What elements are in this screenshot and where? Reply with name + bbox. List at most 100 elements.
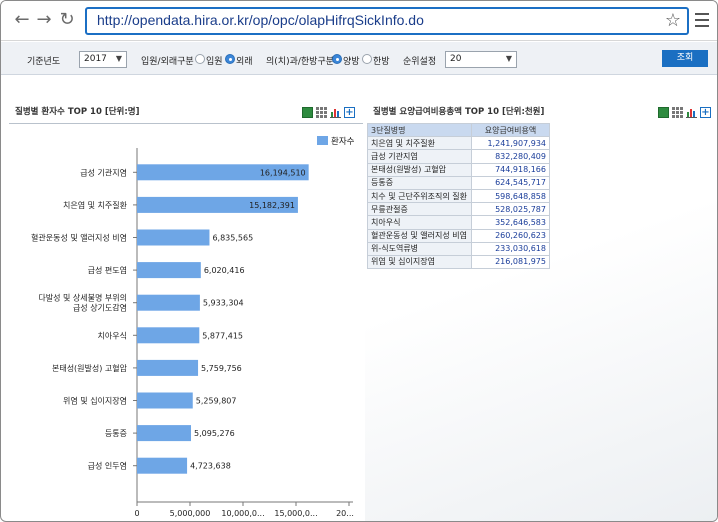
- table-row: 혈관운동성 및 앨러지성 비염 260,260,623: [367, 228, 550, 243]
- chart-plot-area: 16,194,510 급성 기관지염 15,182,391 치은염 및 치주질환 6,8…: [31, 148, 354, 518]
- category-label: 혈관운동성 및 앨러지성 비염: [31, 233, 127, 243]
- category-label: 등통증: [105, 429, 127, 438]
- patient-count-bar-chart: 환자수 16,194,510 급성 기관지염 15,182,391 치은염 및 치주질…: [31, 136, 355, 518]
- radio-western[interactable]: [332, 54, 342, 64]
- bar-value-label: 15,182,391: [249, 201, 295, 210]
- right-panel-tools: +: [655, 107, 711, 119]
- table-row: 급성 기관지염 832,280,409: [367, 149, 550, 164]
- category-label: 급성 기관지염: [80, 167, 127, 177]
- search-button[interactable]: 조회: [662, 50, 708, 67]
- url-text: http://opendata.hira.or.kr/op/opc/olapHi…: [97, 12, 424, 28]
- grid-view-icon[interactable]: [672, 107, 683, 118]
- bar[interactable]: [137, 359, 199, 376]
- rank-select-value: 20: [450, 54, 462, 64]
- category-label: 치아우식: [98, 330, 127, 340]
- disease-name-cell: 위염 및 십이지장염: [367, 254, 472, 270]
- excel-export-icon[interactable]: [302, 107, 313, 118]
- table-row: 치수 및 근단주위조직의 질환 598,648,858: [367, 188, 550, 204]
- disease-name-cell: 본태성(원발성) 고혈압: [367, 162, 472, 177]
- browser-toolbar: ← → ↻ http://opendata.hira.or.kr/op/opc/…: [1, 1, 717, 41]
- column-header-cost: 요양급여비용액: [471, 122, 550, 138]
- bar-value-label: 5,759,756: [201, 364, 242, 373]
- bar[interactable]: [137, 164, 309, 181]
- year-select[interactable]: 2017 ▼: [79, 51, 127, 68]
- chart-panel: 환자수 16,194,510 급성 기관지염 15,182,391 치은염 및 치주질…: [9, 123, 363, 519]
- cost-value-cell: 624,545,717: [471, 175, 550, 190]
- grid-view-icon[interactable]: [316, 107, 327, 118]
- bar-value-label: 5,877,415: [202, 331, 243, 340]
- reload-icon[interactable]: ↻: [59, 9, 75, 30]
- bar[interactable]: [137, 327, 200, 344]
- x-tick-label: 20...: [336, 509, 354, 518]
- right-panel-title: 질병별 요양급여비용총액 TOP 10 [단위:천원]: [373, 107, 545, 117]
- disease-name-cell: 혈관운동성 및 앨러지성 비염: [367, 228, 472, 243]
- bar[interactable]: [137, 294, 200, 311]
- disease-name-cell: 무릎관절증: [367, 202, 472, 217]
- bar[interactable]: [137, 392, 193, 409]
- x-tick-label: 15,000,0...: [274, 509, 317, 518]
- bar[interactable]: [137, 457, 188, 474]
- expand-plus-icon[interactable]: +: [700, 107, 711, 118]
- table-row: 무릎관절증 528,025,787: [367, 202, 550, 217]
- radio-inpatient-label: 입원: [206, 57, 223, 67]
- cost-value-cell: 352,646,583: [471, 215, 550, 230]
- category-label: 급성 인두염: [88, 461, 127, 471]
- rank-select[interactable]: 20 ▼: [445, 51, 517, 68]
- disease-name-cell: 급성 기관지염: [367, 149, 472, 164]
- cost-value-cell: 233,030,618: [471, 241, 550, 256]
- rank-label: 순위설정: [403, 57, 437, 67]
- left-panel-title: 질병별 환자수 TOP 10 [단위:명]: [15, 107, 140, 117]
- disease-name-cell: 치은염 및 치주질환: [367, 136, 472, 151]
- care-type-label: 입원/외래구분: [141, 57, 194, 67]
- bar-value-label: 16,194,510: [260, 168, 306, 177]
- bar[interactable]: [137, 425, 192, 442]
- cost-value-cell: 598,648,858: [471, 188, 550, 204]
- chevron-down-icon: ▼: [505, 54, 512, 63]
- radio-oriental[interactable]: [362, 54, 372, 64]
- x-tick-label: 10,000,0...: [221, 509, 264, 518]
- cost-value-cell: 744,918,166: [471, 162, 550, 177]
- table-row: 치아우식 352,646,583: [367, 215, 550, 230]
- x-tick-label: 0: [134, 509, 139, 518]
- bar[interactable]: [137, 262, 201, 279]
- bar-value-label: 5,259,807: [196, 397, 237, 406]
- disease-name-cell: 등통증: [367, 175, 472, 190]
- radio-outpatient[interactable]: [225, 54, 235, 64]
- address-bar[interactable]: http://opendata.hira.or.kr/op/opc/olapHi…: [85, 7, 689, 35]
- table-header-row: 3단질병명 요양급여비용액: [367, 122, 550, 138]
- radio-inpatient[interactable]: [195, 54, 205, 64]
- table-row: 본태성(원발성) 고혈압 744,918,166: [367, 162, 550, 177]
- category-label: 위염 및 십이지장염: [63, 396, 127, 406]
- bar-value-label: 6,020,416: [204, 266, 245, 275]
- bookmark-star-icon[interactable]: ☆: [664, 10, 681, 31]
- year-label: 기준년도: [27, 57, 61, 67]
- bar[interactable]: [137, 196, 298, 213]
- cost-table: 3단질병명 요양급여비용액 치은염 및 치주질환 1,241,907,934 급성 …: [367, 122, 550, 270]
- category-label: 다발성 및 상세불명 부위의 급성 상기도감염: [38, 293, 127, 313]
- cost-value-cell: 260,260,623: [471, 228, 550, 243]
- table-row: 위-식도역류병 233,030,618: [367, 241, 550, 256]
- back-arrow-icon[interactable]: ←: [14, 9, 30, 30]
- chart-view-icon[interactable]: [686, 107, 697, 118]
- disease-name-cell: 치아우식: [367, 215, 472, 230]
- chart-legend: 환자수: [317, 136, 355, 147]
- cost-value-cell: 832,280,409: [471, 149, 550, 164]
- bar-value-label: 4,723,638: [190, 462, 231, 471]
- category-label: 급성 편도염: [88, 265, 127, 275]
- left-panel-tools: +: [299, 107, 355, 119]
- bar[interactable]: [137, 229, 210, 246]
- chart-view-icon[interactable]: [330, 107, 341, 118]
- legend-swatch: [317, 136, 328, 145]
- expand-plus-icon[interactable]: +: [344, 107, 355, 118]
- chevron-down-icon: ▼: [115, 54, 122, 63]
- browser-menu-icon[interactable]: [695, 9, 711, 29]
- cost-value-cell: 1,241,907,934: [471, 136, 550, 151]
- bar-value-label: 5,095,276: [194, 429, 235, 438]
- disease-name-cell: 치수 및 근단주위조직의 질환: [367, 188, 472, 204]
- disease-name-cell: 위-식도역류병: [367, 241, 472, 256]
- medicine-type-label: 의(치)과/한방구분: [266, 57, 335, 67]
- filter-bar: 기준년도 2017 ▼ 입원/외래구분 입원 외래 의(치)과/한방구분 양방 …: [1, 42, 717, 75]
- excel-export-icon[interactable]: [658, 107, 669, 118]
- forward-arrow-icon[interactable]: →: [36, 9, 52, 30]
